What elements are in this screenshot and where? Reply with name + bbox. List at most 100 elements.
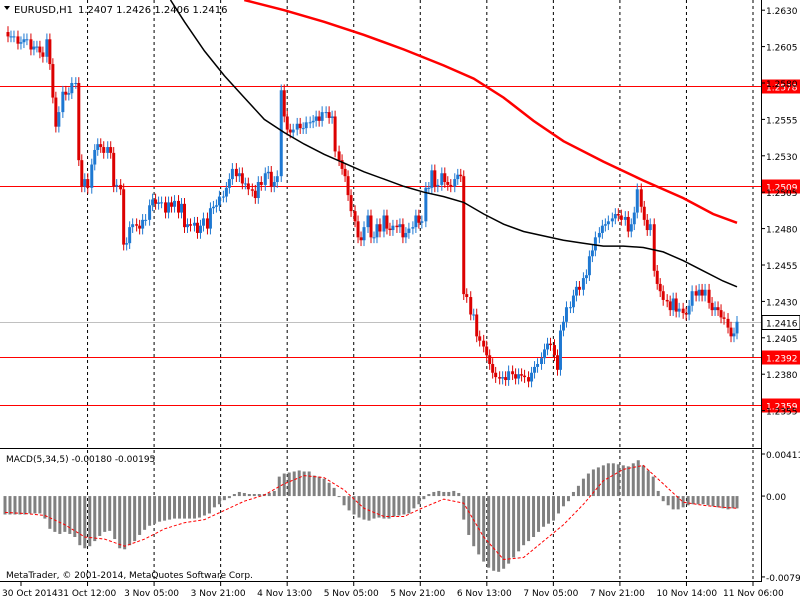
price-tick-label: 1.2505: [766, 189, 798, 199]
candle-body: [356, 221, 360, 238]
candle-body: [122, 189, 126, 245]
macd-histogram-bar: [287, 472, 291, 497]
candle-body: [106, 147, 110, 153]
macd-histogram-bar: [412, 496, 416, 509]
macd-histogram-bar: [686, 496, 690, 506]
candle-body: [424, 187, 428, 222]
macd-histogram-bar: [33, 496, 37, 514]
candle-body: [224, 187, 228, 197]
candle-body: [658, 283, 662, 292]
candle-body: [469, 297, 473, 315]
candle-body: [440, 173, 444, 185]
candle-body: [681, 308, 685, 314]
macd-histogram-bar: [417, 496, 421, 505]
macd-histogram-bar: [452, 490, 456, 497]
macd-tick-label: 0.00: [766, 493, 786, 503]
candle-body: [639, 189, 643, 207]
macd-histogram-bar: [128, 496, 132, 546]
candle-body: [93, 149, 97, 165]
candle-body: [141, 219, 145, 229]
candle-body: [170, 202, 174, 207]
candle-body: [446, 182, 450, 185]
macd-histogram-bar: [681, 496, 685, 508]
candle-body: [157, 202, 161, 204]
macd-histogram-bar: [148, 496, 152, 526]
macd-histogram-bar: [103, 496, 107, 532]
price-series-layer: [6, 26, 739, 388]
macd-histogram-bar: [457, 492, 461, 497]
macd-histogram-bar: [337, 496, 341, 498]
candle-body: [642, 206, 646, 220]
candle-body: [272, 182, 276, 187]
macd-histogram-bar: [3, 496, 7, 515]
copyright-label: MetaTrader, © 2001-2014, MetaQuotes Soft…: [6, 571, 253, 581]
candle-body: [703, 289, 707, 296]
candle-body: [558, 330, 562, 370]
macd-histogram-bar: [487, 496, 491, 568]
symbol-header[interactable]: EURUSD,H1 1.2407 1.2426 1.2406 1.2416: [4, 5, 228, 16]
time-tick-label: 31 Oct 12:00: [58, 589, 117, 599]
candle-body: [584, 275, 588, 279]
macd-histogram-bar: [153, 496, 157, 524]
macd-histogram-bar: [143, 496, 147, 530]
candle-body: [427, 187, 431, 189]
candle-body: [465, 294, 469, 298]
macd-histogram-bar: [202, 496, 206, 516]
macd-histogram-bar: [387, 496, 391, 519]
candle-body: [661, 291, 665, 300]
time-tick-label: 10 Nov 14:00: [656, 589, 717, 599]
moving-average-line: [169, 0, 738, 288]
candle-body: [600, 225, 604, 233]
candle-body: [74, 82, 78, 84]
macd-histogram-bar: [711, 496, 715, 507]
candle-body: [395, 225, 399, 228]
candle-body: [407, 228, 411, 233]
macd-histogram-bar: [322, 478, 326, 497]
candle-body: [234, 168, 238, 177]
candle-body: [385, 215, 389, 229]
moving-averages-layer: [169, 0, 738, 288]
macd-histogram-bar: [576, 485, 580, 497]
current-price-label: 1.2416: [766, 320, 798, 330]
candle-body: [433, 170, 437, 187]
macd-histogram-bar: [631, 463, 635, 497]
candle-body: [54, 97, 58, 127]
candle-body: [629, 224, 633, 232]
macd-histogram-bar: [138, 496, 142, 535]
macd-histogram-bar: [532, 496, 536, 538]
candle-body: [304, 122, 308, 129]
candle-body: [517, 374, 521, 379]
candle-body: [250, 189, 254, 191]
candle-body: [590, 250, 594, 257]
candle-body: [494, 372, 498, 378]
macd-histogram-bar: [168, 496, 172, 520]
candle-body: [128, 227, 132, 244]
candle-body: [333, 116, 337, 152]
macd-histogram-bar: [43, 496, 47, 519]
horizontal-levels-layer: 1.2578 1.2509 1.2392 1.2359 1.2416: [0, 79, 800, 413]
macd-histogram-bar: [561, 496, 565, 507]
candle-body: [205, 218, 209, 229]
price-tick-label: 1.2405: [766, 335, 798, 345]
macd-histogram-bar: [586, 473, 590, 497]
candle-body: [581, 278, 585, 290]
macd-histogram-bar: [547, 496, 551, 524]
price-tick-label: 1.2480: [766, 226, 798, 236]
candle-body: [665, 299, 669, 302]
candle-body: [131, 224, 135, 228]
macd-histogram-bar: [88, 496, 92, 547]
candle-body: [719, 310, 723, 318]
candle-body: [285, 116, 289, 130]
macd-histogram-bar: [497, 496, 501, 572]
candle-body: [109, 147, 113, 153]
candle-body: [411, 227, 415, 229]
chevron-down-icon[interactable]: [4, 6, 10, 10]
macd-histogram-bar: [507, 496, 511, 564]
time-tick-label: 7 Nov 21:00: [590, 589, 645, 599]
candle-body: [80, 160, 84, 187]
macd-histogram-bar: [656, 490, 660, 497]
candle-body: [6, 32, 10, 37]
macd-histogram-bar: [312, 475, 316, 497]
candle-body: [417, 215, 421, 223]
